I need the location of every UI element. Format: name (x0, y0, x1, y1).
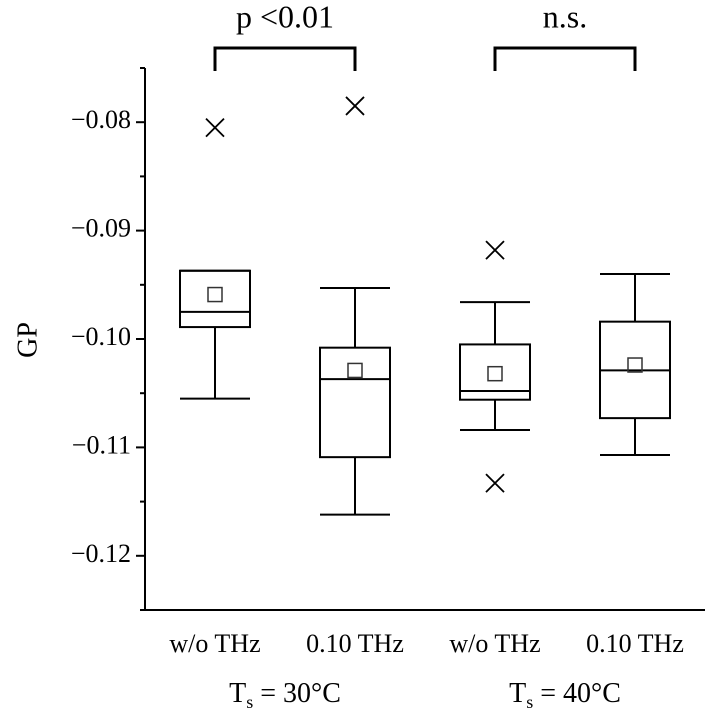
group-label-sub: s (526, 692, 533, 712)
group-label: Ts = 40°C (509, 678, 621, 712)
group-label-rest: = 40°C (533, 678, 621, 709)
mean-marker (627, 357, 643, 373)
significance-label: p <0.01 (236, 0, 334, 34)
box (179, 269, 251, 329)
outlier (485, 473, 505, 493)
y-axis-label: GP (12, 322, 43, 358)
outlier (205, 117, 225, 138)
group-label-sub: s (246, 692, 253, 712)
y-tick-label: −0.08 (71, 105, 131, 134)
y-tick-label: −0.11 (72, 430, 131, 459)
x-tick-label: w/o THz (169, 629, 260, 658)
x-tick-label: 0.10 THz (306, 629, 404, 658)
y-tick-label: −0.12 (71, 539, 131, 568)
mean-marker (347, 362, 363, 379)
group-label-main: T (229, 678, 246, 709)
significance-bracket (493, 46, 637, 71)
significance-label: n.s. (543, 0, 587, 34)
y-tick-label: −0.09 (71, 214, 131, 243)
outlier (485, 240, 505, 260)
outlier (345, 96, 365, 116)
box (459, 343, 531, 401)
x-tick-label: w/o THz (449, 629, 540, 658)
mean-marker (487, 365, 503, 382)
group-label: Ts = 30°C (229, 678, 341, 712)
significance-bracket (213, 46, 357, 71)
y-tick-label: −0.10 (71, 322, 131, 351)
box (319, 346, 391, 459)
mean-marker (207, 286, 223, 303)
group-label-rest: = 30°C (253, 678, 341, 709)
x-tick-label: 0.10 THz (586, 629, 684, 658)
group-label-main: T (509, 678, 526, 709)
